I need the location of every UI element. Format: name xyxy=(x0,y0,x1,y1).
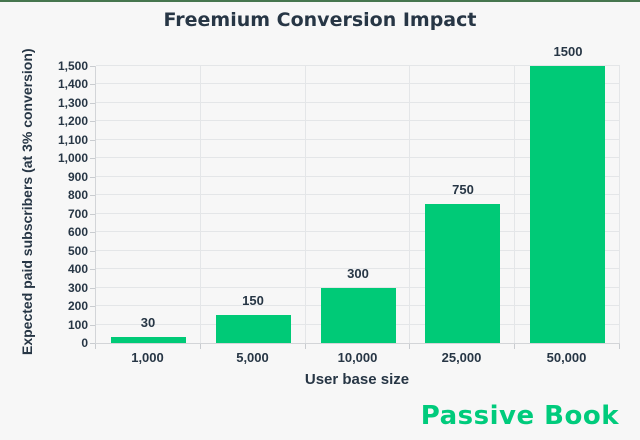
bar-value-label: 750 xyxy=(452,182,474,197)
y-tick-mark xyxy=(90,102,95,104)
gridline-horizontal xyxy=(96,138,620,140)
y-tick-mark xyxy=(90,84,95,86)
bar-value-label: 30 xyxy=(140,315,156,330)
bar xyxy=(111,337,186,343)
gridline-horizontal xyxy=(96,120,620,122)
y-tick-mark xyxy=(90,121,95,123)
x-tick-mark xyxy=(305,344,306,349)
y-tick-mark xyxy=(90,139,95,141)
y-tick-mark xyxy=(90,269,95,271)
bar xyxy=(530,66,605,343)
y-tick-label: 700 xyxy=(67,206,88,221)
x-tick-mark xyxy=(514,344,515,349)
gridline-horizontal xyxy=(96,286,620,288)
gridline-vertical xyxy=(619,66,620,343)
x-tick-label: 1,000 xyxy=(131,350,164,365)
bar xyxy=(321,288,396,343)
x-tick-label: 25,000 xyxy=(441,350,482,365)
y-tick-mark xyxy=(90,250,95,252)
y-tick-label: 400 xyxy=(67,262,88,277)
y-tick-label: 1,000 xyxy=(57,151,88,166)
y-tick-mark xyxy=(90,158,95,160)
y-tick-label: 800 xyxy=(67,188,88,203)
y-tick-label: 1,400 xyxy=(57,77,88,92)
x-tick-label: 5,000 xyxy=(236,350,269,365)
gridline-horizontal xyxy=(96,83,620,85)
y-tick-mark xyxy=(90,232,95,234)
y-tick-label: 200 xyxy=(67,299,88,314)
gridline-vertical xyxy=(409,66,410,343)
brand-logo: Passive Book xyxy=(420,401,619,431)
gridline-horizontal xyxy=(96,212,620,214)
y-tick-label: 1,200 xyxy=(57,114,88,129)
x-tick-label: 10,000 xyxy=(337,350,378,365)
gridline-horizontal xyxy=(96,194,620,196)
gridline-horizontal xyxy=(96,231,620,233)
y-tick-mark xyxy=(90,324,95,326)
gridline-horizontal xyxy=(96,268,620,270)
bar-value-label: 300 xyxy=(347,266,369,281)
bar xyxy=(216,315,291,343)
plot-area: 30 150 300 750 1500 xyxy=(95,45,620,344)
gridline-horizontal xyxy=(96,101,620,103)
y-tick-label: 1,300 xyxy=(57,95,88,110)
bar-value-label: 150 xyxy=(242,293,264,308)
y-tick-mark xyxy=(90,306,95,308)
y-tick-label: 100 xyxy=(67,317,88,332)
y-tick-mark xyxy=(90,343,95,344)
y-tick-label: 900 xyxy=(67,169,88,184)
top-accent-line xyxy=(0,0,640,2)
y-tick-label: 0 xyxy=(81,336,88,350)
chart-title: Freemium Conversion Impact xyxy=(163,9,477,31)
y-tick-label: 1,500 xyxy=(57,59,88,73)
gridline-vertical xyxy=(305,66,306,343)
y-tick-label: 600 xyxy=(67,225,88,240)
y-tick-mark xyxy=(90,195,95,197)
x-tick-mark xyxy=(619,344,620,349)
x-tick-mark xyxy=(409,344,410,349)
x-tick-mark xyxy=(200,344,201,349)
y-tick-label: 500 xyxy=(67,243,88,258)
y-tick-mark xyxy=(90,66,95,67)
bar xyxy=(425,204,500,343)
gridline-vertical xyxy=(514,66,515,343)
y-tick-mark xyxy=(90,213,95,215)
x-tick-mark xyxy=(95,344,96,349)
bar-value-label: 1500 xyxy=(553,44,583,59)
y-tick-label: 300 xyxy=(67,280,88,295)
gridline-horizontal xyxy=(96,65,620,66)
gridline-horizontal xyxy=(96,157,620,159)
x-tick-label: 50,000 xyxy=(546,350,587,365)
gridline-vertical xyxy=(200,66,201,343)
y-tick-mark xyxy=(90,176,95,178)
y-tick-label: 1,100 xyxy=(57,132,88,147)
y-tick-mark xyxy=(90,287,95,289)
gridline-horizontal xyxy=(96,175,620,177)
x-axis-title: User base size xyxy=(304,371,410,388)
gridline-horizontal xyxy=(96,249,620,251)
